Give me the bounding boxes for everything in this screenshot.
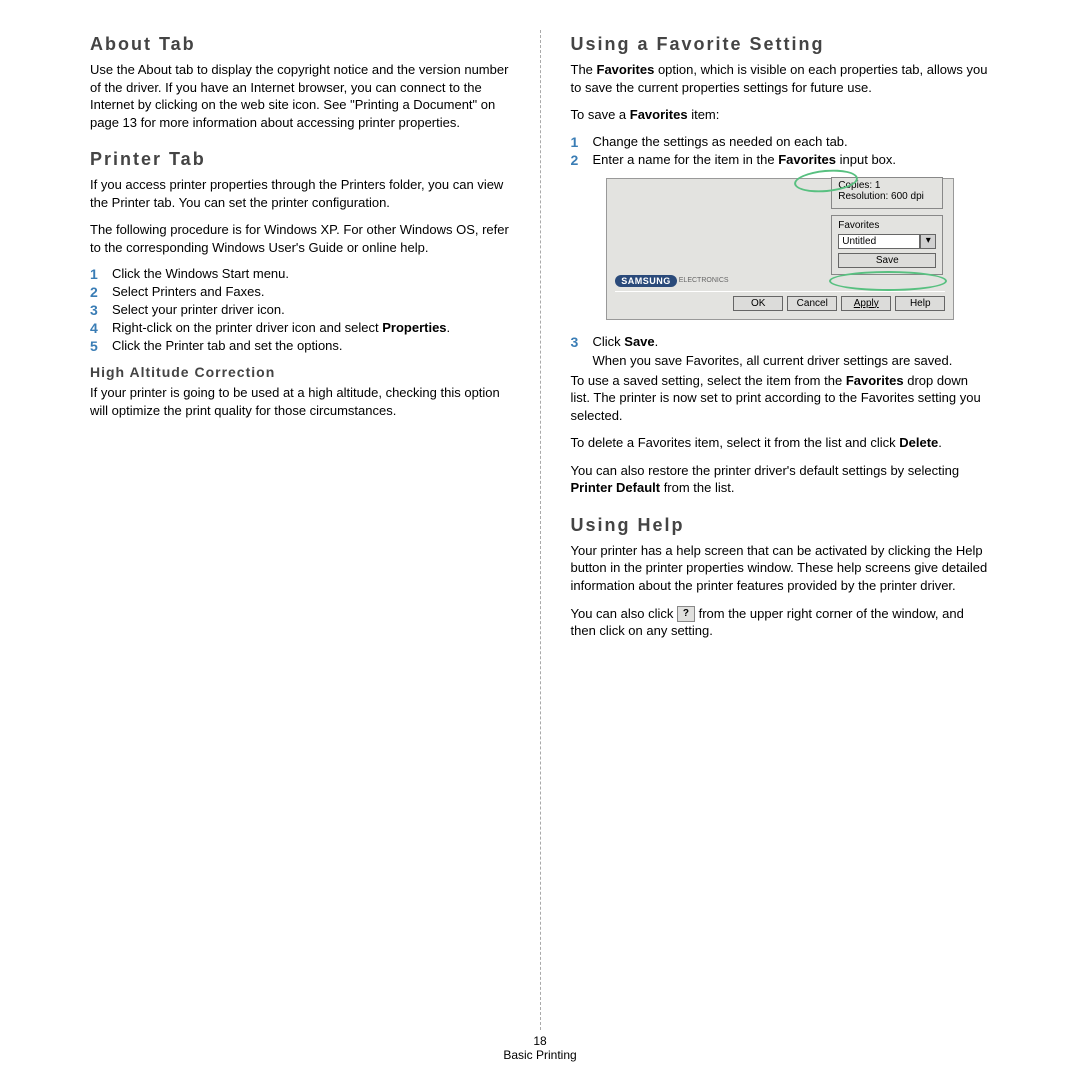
dialog-button-row: OK Cancel Apply Help <box>615 291 945 311</box>
step-txt-3: Select your printer driver icon. <box>112 302 510 318</box>
fstep-num-1: 1 <box>571 134 593 150</box>
printer-text1: If you access printer properties through… <box>90 176 510 211</box>
step-num-5: 5 <box>90 338 112 354</box>
section-label: Basic Printing <box>0 1048 1080 1062</box>
step-4: 4 Right-click on the printer driver icon… <box>90 320 510 336</box>
copies-box: Copies: 1 Resolution: 600 dpi <box>831 177 943 209</box>
fp2c: item: <box>688 107 720 122</box>
left-column: About Tab Use the About tab to display t… <box>60 30 540 1030</box>
hp2a: You can also click <box>571 606 677 621</box>
fs3a: Click <box>593 334 625 349</box>
help-p2: You can also click ? from the upper righ… <box>571 605 991 640</box>
help-button[interactable]: Help <box>895 296 945 311</box>
fs3d: When you save Favorites, all current dri… <box>593 353 991 368</box>
favorites-box: Favorites Untitled ▾ Save <box>831 215 943 275</box>
s4a: Right-click on the printer driver icon a… <box>112 320 382 335</box>
favorite-heading: Using a Favorite Setting <box>571 34 991 55</box>
fp2b: Favorites <box>630 107 688 122</box>
resolution-label: Resolution: 600 dpi <box>838 191 936 202</box>
fp3b: Favorites <box>846 373 904 388</box>
logo-badge: SAMSUNG <box>615 275 677 287</box>
fp5a: You can also restore the printer driver'… <box>571 463 960 478</box>
fp3a: To use a saved setting, select the item … <box>571 373 846 388</box>
step-txt-2: Select Printers and Faxes. <box>112 284 510 300</box>
about-text: Use the About tab to display the copyrig… <box>90 61 510 131</box>
fp2a: To save a <box>571 107 630 122</box>
page: About Tab Use the About tab to display t… <box>0 0 1080 1050</box>
page-number: 18 <box>0 1034 1080 1048</box>
chevron-down-icon[interactable]: ▾ <box>920 234 936 249</box>
fs2b: Favorites <box>778 152 836 167</box>
fp5b: Printer Default <box>571 480 661 495</box>
fp4b: Delete <box>899 435 938 450</box>
fp1b: Favorites <box>597 62 655 77</box>
altitude-text: If your printer is going to be used at a… <box>90 384 510 419</box>
ok-button[interactable]: OK <box>733 296 783 311</box>
step-num-3: 3 <box>90 302 112 318</box>
fstep-txt-2: Enter a name for the item in the Favorit… <box>593 152 991 168</box>
dialog-screenshot: Copies: 1 Resolution: 600 dpi Favorites … <box>606 178 954 320</box>
fs2c: input box. <box>836 152 896 167</box>
copies-label: Copies: 1 <box>838 180 936 191</box>
step-1: 1 Click the Windows Start menu. <box>90 266 510 282</box>
right-column: Using a Favorite Setting The Favorites o… <box>541 30 1021 1030</box>
fav-step-3: 3 Click Save. When you save Favorites, a… <box>571 334 991 368</box>
fav-p4: To delete a Favorites item, select it fr… <box>571 434 991 452</box>
step-2: 2 Select Printers and Faxes. <box>90 284 510 300</box>
step-3: 3 Select your printer driver icon. <box>90 302 510 318</box>
fav-label: Favorites <box>838 220 936 231</box>
fav-p3: To use a saved setting, select the item … <box>571 372 991 425</box>
help-p1: Your printer has a help screen that can … <box>571 542 991 595</box>
step-num-1: 1 <box>90 266 112 282</box>
s4c: . <box>447 320 451 335</box>
altitude-heading: High Altitude Correction <box>90 364 510 380</box>
fs3b: Save <box>624 334 654 349</box>
logo-sub: ELECTRONICS <box>679 277 729 284</box>
printer-text2: The following procedure is for Windows X… <box>90 221 510 256</box>
fs2a: Enter a name for the item in the <box>593 152 779 167</box>
fstep-num-2: 2 <box>571 152 593 168</box>
about-heading: About Tab <box>90 34 510 55</box>
fav-p2: To save a Favorites item: <box>571 106 991 124</box>
cancel-button[interactable]: Cancel <box>787 296 837 311</box>
fp1a: The <box>571 62 597 77</box>
samsung-logo: SAMSUNG ELECTRONICS <box>615 275 945 287</box>
fav-step-1: 1 Change the settings as needed on each … <box>571 134 991 150</box>
fav-input-text[interactable]: Untitled <box>838 234 920 249</box>
fstep-txt-1: Change the settings as needed on each ta… <box>593 134 991 150</box>
s4b: Properties <box>382 320 446 335</box>
step-txt-4: Right-click on the printer driver icon a… <box>112 320 510 336</box>
fp4c: . <box>938 435 942 450</box>
fav-input[interactable]: Untitled ▾ <box>838 234 936 249</box>
footer: 18 Basic Printing <box>0 1034 1080 1062</box>
step-num-4: 4 <box>90 320 112 336</box>
step-5: 5 Click the Printer tab and set the opti… <box>90 338 510 354</box>
apply-button[interactable]: Apply <box>841 296 891 311</box>
fp4a: To delete a Favorites item, select it fr… <box>571 435 900 450</box>
step-num-2: 2 <box>90 284 112 300</box>
question-icon[interactable]: ? <box>677 606 695 622</box>
step-txt-1: Click the Windows Start menu. <box>112 266 510 282</box>
fstep-txt-3: Click Save. When you save Favorites, all… <box>593 334 991 368</box>
save-button[interactable]: Save <box>838 253 936 268</box>
step-txt-5: Click the Printer tab and set the option… <box>112 338 510 354</box>
printer-heading: Printer Tab <box>90 149 510 170</box>
fav-p1: The Favorites option, which is visible o… <box>571 61 991 96</box>
fav-step-2: 2 Enter a name for the item in the Favor… <box>571 152 991 168</box>
fstep-num-3: 3 <box>571 334 593 368</box>
fp5c: from the list. <box>660 480 734 495</box>
fav-p5: You can also restore the printer driver'… <box>571 462 991 497</box>
help-heading: Using Help <box>571 515 991 536</box>
fs3c: . <box>655 334 659 349</box>
